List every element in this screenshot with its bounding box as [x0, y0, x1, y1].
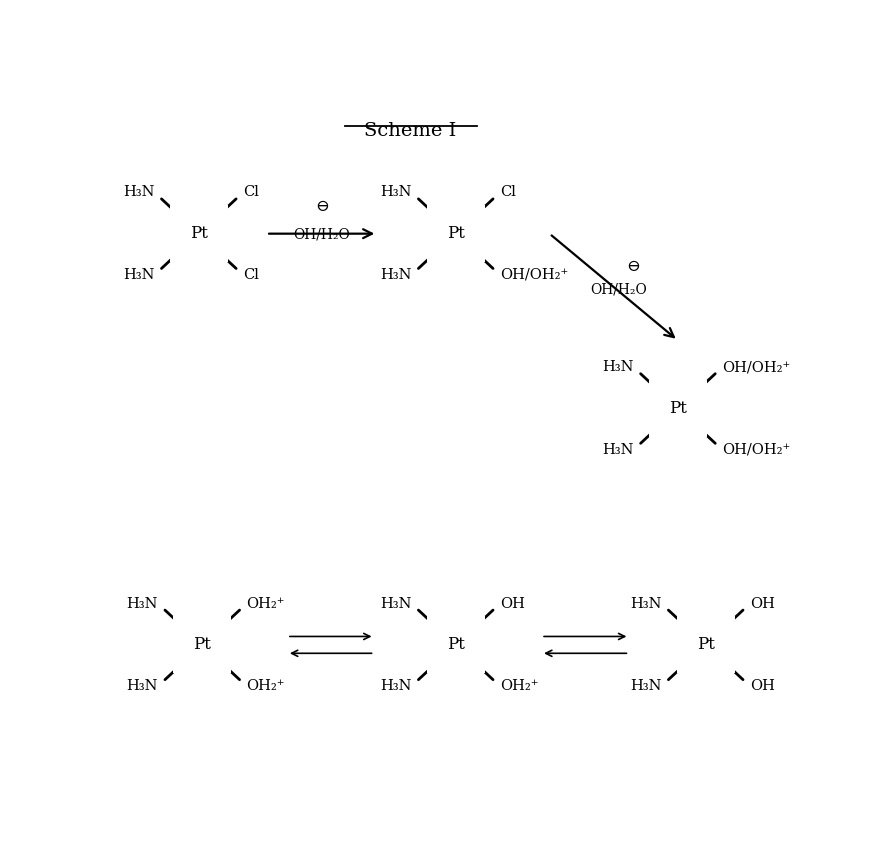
Text: OH/H₂O: OH/H₂O: [590, 283, 647, 296]
Text: H₃N: H₃N: [602, 442, 633, 457]
Text: H₃N: H₃N: [630, 596, 661, 611]
Text: OH₂⁺: OH₂⁺: [246, 596, 285, 611]
Text: H₃N: H₃N: [380, 679, 411, 693]
Text: ⊖: ⊖: [314, 198, 329, 215]
Text: OH/OH₂⁺: OH/OH₂⁺: [722, 442, 790, 457]
Text: OH: OH: [500, 596, 525, 611]
Text: Scheme I: Scheme I: [365, 122, 457, 140]
Text: OH: OH: [750, 679, 775, 693]
Text: OH₂⁺: OH₂⁺: [246, 679, 285, 693]
Text: H₃N: H₃N: [380, 596, 411, 611]
Text: Pt: Pt: [190, 225, 208, 242]
Text: OH/OH₂⁺: OH/OH₂⁺: [500, 268, 568, 282]
Text: Cl: Cl: [500, 186, 516, 199]
Text: H₃N: H₃N: [123, 186, 155, 199]
Text: Pt: Pt: [697, 637, 715, 653]
Text: OH/H₂O: OH/H₂O: [293, 227, 350, 241]
Text: H₃N: H₃N: [380, 268, 411, 282]
Text: H₃N: H₃N: [126, 596, 158, 611]
Text: H₃N: H₃N: [380, 186, 411, 199]
Text: H₃N: H₃N: [126, 679, 158, 693]
Text: OH/OH₂⁺: OH/OH₂⁺: [722, 360, 790, 374]
Text: ⊖: ⊖: [626, 258, 640, 275]
Text: H₃N: H₃N: [123, 268, 155, 282]
Text: OH: OH: [750, 596, 775, 611]
Text: Pt: Pt: [447, 225, 465, 242]
Text: H₃N: H₃N: [630, 679, 661, 693]
Text: Cl: Cl: [243, 186, 259, 199]
Text: OH₂⁺: OH₂⁺: [500, 679, 538, 693]
Text: Cl: Cl: [243, 268, 259, 282]
Text: Pt: Pt: [447, 637, 465, 653]
Text: Pt: Pt: [669, 400, 687, 417]
Text: Pt: Pt: [194, 637, 211, 653]
Text: H₃N: H₃N: [602, 360, 633, 374]
